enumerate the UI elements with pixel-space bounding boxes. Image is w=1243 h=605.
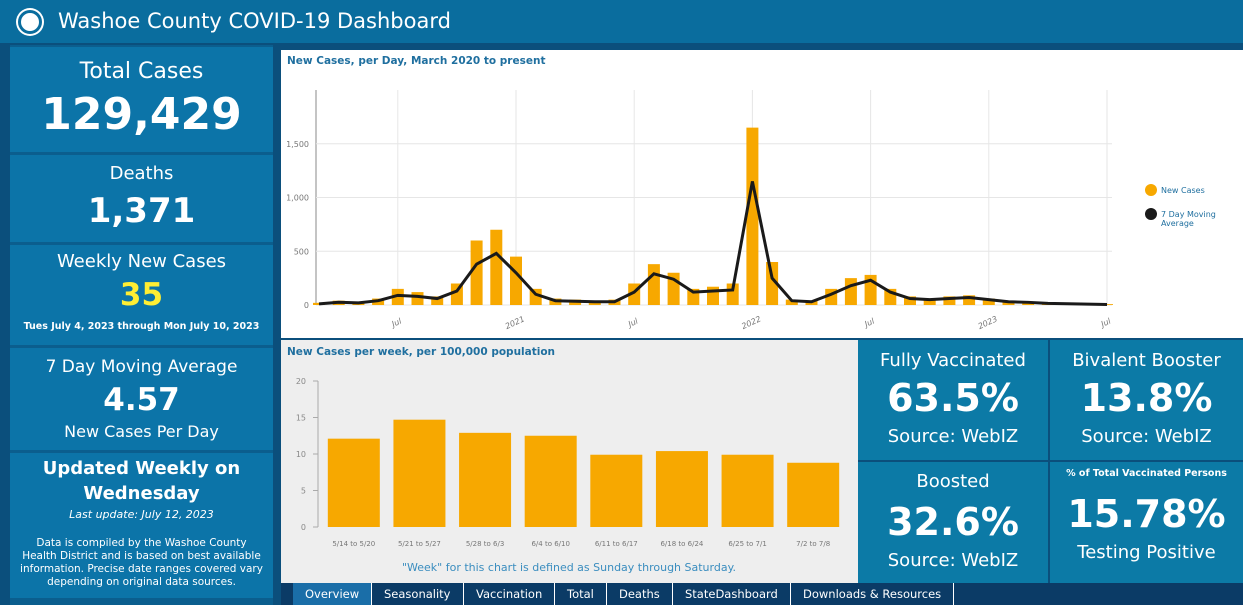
- y-tick-label: 20: [296, 377, 306, 386]
- bar: [963, 295, 976, 305]
- tab[interactable]: Overview: [293, 583, 373, 605]
- bar: [844, 278, 857, 305]
- tab[interactable]: Downloads & Resources: [791, 583, 955, 605]
- x-tick-label: 6/18 to 6/24: [660, 540, 703, 548]
- tile-footer: Source: WebIZ: [887, 550, 1019, 571]
- tab[interactable]: Seasonality: [372, 583, 464, 605]
- bar: [431, 296, 444, 305]
- tile-label: Boosted: [916, 471, 990, 492]
- bar: [647, 264, 660, 305]
- bar: [459, 432, 512, 527]
- bar: [655, 451, 708, 527]
- y-tick-label: 0: [301, 523, 306, 532]
- tile-label: Bivalent Booster: [1072, 350, 1221, 371]
- tile-label: Fully Vaccinated: [880, 350, 1026, 371]
- value: 1,371: [87, 191, 196, 231]
- tile-footer: Source: WebIZ: [1081, 426, 1212, 447]
- x-tick-label: 7/2 to 7/8: [796, 540, 830, 548]
- tab-bar: [281, 583, 1243, 605]
- chart-bg: [281, 50, 1243, 338]
- legend-swatch: [1145, 208, 1157, 220]
- bar: [943, 296, 956, 305]
- tab[interactable]: Deaths: [607, 583, 673, 605]
- bar: [470, 240, 483, 305]
- average-box: 7 Day Moving Average 4.57 New Cases Per …: [10, 348, 273, 450]
- legend-label: New Cases: [1161, 186, 1205, 195]
- chart-title: New Cases, per Day, March 2020 to presen…: [287, 55, 545, 67]
- bar: [785, 299, 798, 305]
- tile-label: % of Total Vaccinated Persons: [1066, 468, 1227, 479]
- tile: Boosted 32.6% Source: WebIZ: [858, 462, 1048, 583]
- value: 4.57: [103, 382, 180, 418]
- tab[interactable]: StateDashboard: [673, 583, 791, 605]
- deaths-box: Deaths 1,371: [10, 155, 273, 242]
- label: 7 Day Moving Average: [45, 357, 238, 377]
- logo: [18, 10, 42, 34]
- x-tick-label: 6/4 to 6/10: [531, 540, 569, 548]
- y-tick-label: 10: [296, 450, 306, 459]
- weekly-chart: New Cases per week, per 100,000 populati…: [281, 340, 858, 583]
- bar: [982, 298, 995, 305]
- bar: [923, 298, 936, 305]
- bar: [787, 462, 840, 527]
- tile: % of Total Vaccinated Persons 15.78% Tes…: [1050, 462, 1243, 583]
- y-tick-label: 1,500: [286, 140, 309, 149]
- total-cases-box: Total Cases 129,429: [10, 47, 273, 152]
- line: [318, 181, 1108, 306]
- header-title: Washoe County COVID-19 Dashboard: [0, 0, 1243, 43]
- x-tick-label: 5/28 to 6/3: [466, 540, 504, 548]
- bar: [510, 256, 522, 305]
- chart-note: "Week" for this chart is defined as Sund…: [402, 561, 736, 574]
- label: Weekly New Cases: [56, 251, 227, 272]
- bar: [590, 454, 643, 527]
- tile-value: 32.6%: [887, 500, 1019, 544]
- bar: [766, 262, 779, 305]
- value: 129,429: [41, 89, 242, 140]
- tab[interactable]: Total: [555, 583, 607, 605]
- chart-title: New Cases per week, per 100,000 populati…: [287, 346, 555, 358]
- bar: [327, 438, 380, 527]
- daily-chart: New Cases, per Day, March 2020 to presen…: [281, 50, 1243, 338]
- y-tick-label: 0: [304, 301, 309, 310]
- y-tick-label: 15: [296, 414, 306, 423]
- bar: [393, 419, 446, 527]
- tab[interactable]: Vaccination: [464, 583, 556, 605]
- tile-footer: Source: WebIZ: [887, 426, 1019, 447]
- bar: [746, 127, 759, 305]
- bar: [490, 229, 503, 305]
- tile: Bivalent Booster 13.8% Source: WebIZ: [1050, 340, 1243, 460]
- bar: [1101, 304, 1113, 305]
- line2: Wednesday: [83, 483, 200, 504]
- legend-label: 7 Day Moving Average: [1161, 210, 1216, 228]
- y-tick-label: 500: [294, 247, 309, 256]
- tile: Fully Vaccinated 63.5% Source: WebIZ: [858, 340, 1048, 460]
- x-tick-label: 5/14 to 5/20: [332, 540, 375, 548]
- y-tick-label: 1,000: [286, 194, 309, 203]
- value: 35: [119, 277, 164, 313]
- bar: [391, 288, 404, 305]
- weekly-box: Weekly New Cases 35 Tues July 4, 2023 th…: [10, 245, 273, 345]
- bar: [721, 454, 774, 527]
- legend-swatch: [1145, 184, 1157, 196]
- tile-value: 15.78%: [1067, 492, 1226, 536]
- last-update: Last update: July 12, 2023: [69, 508, 214, 521]
- bar: [524, 435, 577, 527]
- tile-value: 63.5%: [887, 376, 1019, 420]
- x-tick-label: 6/11 to 6/17: [595, 540, 638, 548]
- tile-footer: Testing Positive: [1077, 542, 1216, 563]
- y-tick-label: 5: [301, 487, 306, 496]
- bar: [904, 296, 916, 305]
- period: Tues July 4, 2023 through Mon July 10, 2…: [23, 321, 260, 332]
- tile-value: 13.8%: [1080, 376, 1213, 420]
- note: Data is compiled by the Washoe County He…: [20, 537, 263, 588]
- unit: New Cases Per Day: [64, 422, 219, 441]
- bar: [411, 292, 424, 305]
- updated-box: Updated Weekly on Wednesday Last update:…: [10, 453, 273, 598]
- label: Total Cases: [79, 59, 204, 84]
- x-tick-label: 5/21 to 5/27: [398, 540, 441, 548]
- label: Deaths: [109, 163, 174, 184]
- x-tick-label: 6/25 to 7/1: [728, 540, 766, 548]
- line1: Updated Weekly on: [42, 458, 241, 479]
